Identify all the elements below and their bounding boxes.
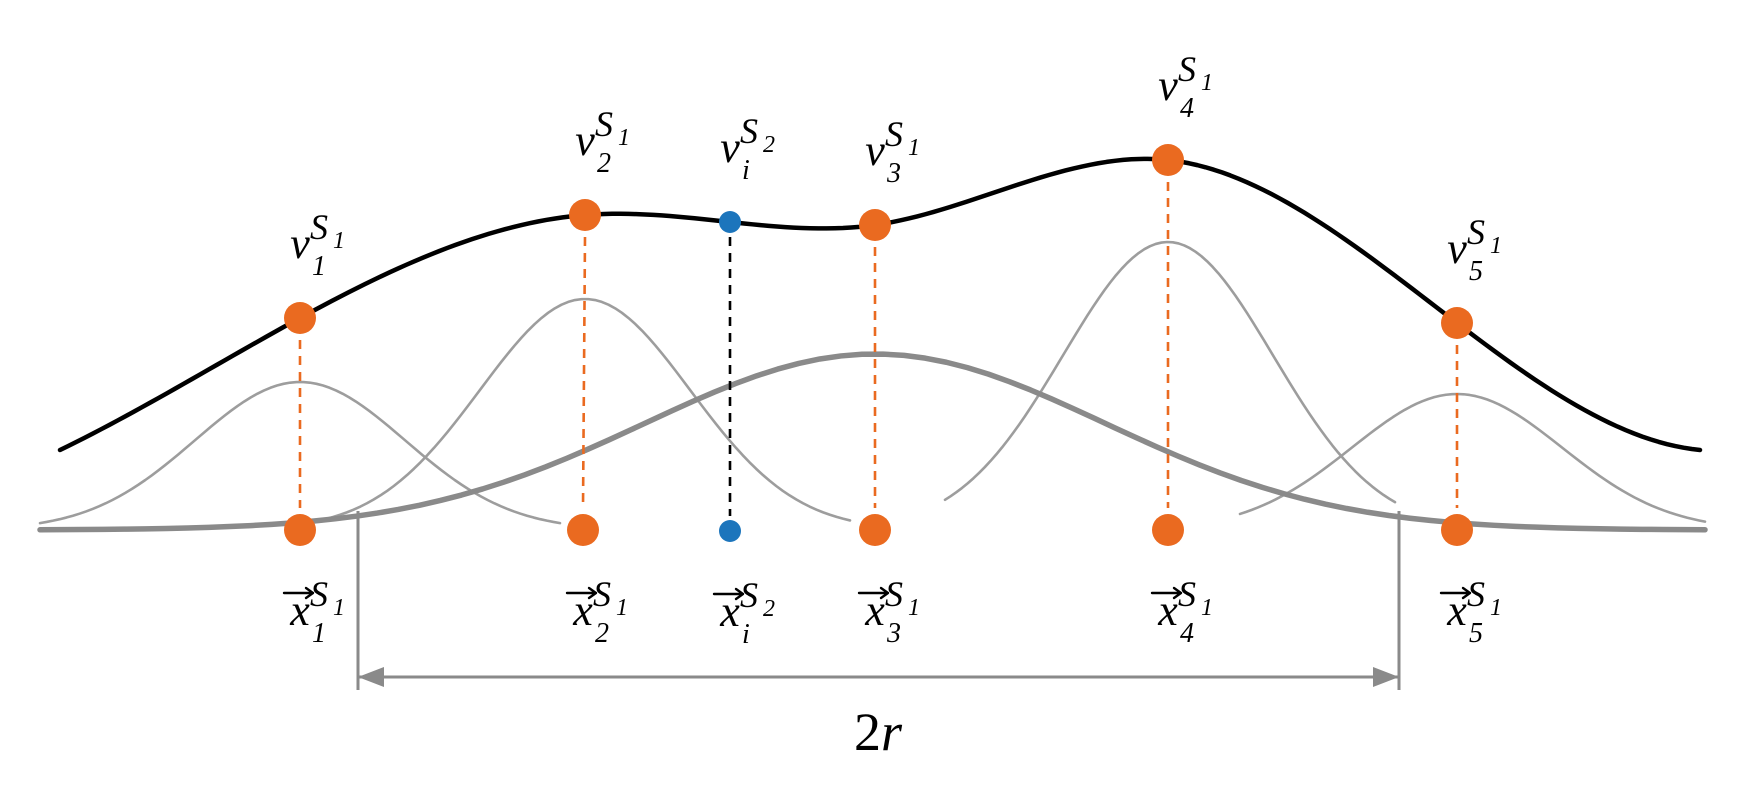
svg-text:v: v <box>1447 224 1467 273</box>
svg-text:3: 3 <box>886 158 901 189</box>
svg-text:3: 3 <box>886 618 901 649</box>
svg-text:S: S <box>1467 574 1485 614</box>
svg-text:1: 1 <box>908 595 920 621</box>
svg-text:S: S <box>885 574 903 614</box>
svg-text:i: i <box>742 155 750 186</box>
svg-text:S: S <box>1467 212 1485 252</box>
svg-text:x: x <box>1446 586 1467 635</box>
svg-text:1: 1 <box>312 251 326 282</box>
svg-text:5: 5 <box>1469 618 1483 649</box>
svg-text:1: 1 <box>312 618 326 649</box>
svg-text:S: S <box>310 574 328 614</box>
svg-text:x: x <box>289 586 310 635</box>
svg-text:1: 1 <box>333 595 345 621</box>
svg-text:i: i <box>742 619 750 650</box>
svg-text:1: 1 <box>908 135 920 161</box>
svg-text:2: 2 <box>597 148 611 179</box>
svg-text:v: v <box>1158 61 1178 110</box>
svg-text:4: 4 <box>1180 618 1194 649</box>
svg-text:4: 4 <box>1180 93 1194 124</box>
svg-text:2: 2 <box>763 132 775 158</box>
svg-text:v: v <box>575 116 595 165</box>
svg-text:S: S <box>1178 49 1196 89</box>
svg-text:S: S <box>593 574 611 614</box>
svg-text:2: 2 <box>595 618 609 649</box>
svg-text:1: 1 <box>618 125 630 151</box>
svg-text:2r: 2r <box>854 702 903 762</box>
svg-text:1: 1 <box>333 228 345 254</box>
svg-text:1: 1 <box>1201 595 1213 621</box>
svg-text:v: v <box>290 219 310 268</box>
svg-text:v: v <box>865 126 885 175</box>
svg-text:1: 1 <box>616 595 628 621</box>
svg-text:S: S <box>740 111 758 151</box>
svg-text:x: x <box>572 586 593 635</box>
svg-text:2: 2 <box>763 596 775 622</box>
svg-text:S: S <box>1178 574 1196 614</box>
svg-text:x: x <box>719 587 740 636</box>
svg-text:1: 1 <box>1201 70 1213 96</box>
svg-text:S: S <box>595 104 613 144</box>
svg-text:S: S <box>310 207 328 247</box>
svg-text:1: 1 <box>1490 233 1502 259</box>
svg-text:S: S <box>885 114 903 154</box>
svg-text:5: 5 <box>1469 256 1483 287</box>
svg-text:v: v <box>720 123 740 172</box>
svg-text:1: 1 <box>1490 595 1502 621</box>
svg-text:x: x <box>864 586 885 635</box>
svg-text:x: x <box>1157 586 1178 635</box>
svg-text:S: S <box>740 575 758 615</box>
